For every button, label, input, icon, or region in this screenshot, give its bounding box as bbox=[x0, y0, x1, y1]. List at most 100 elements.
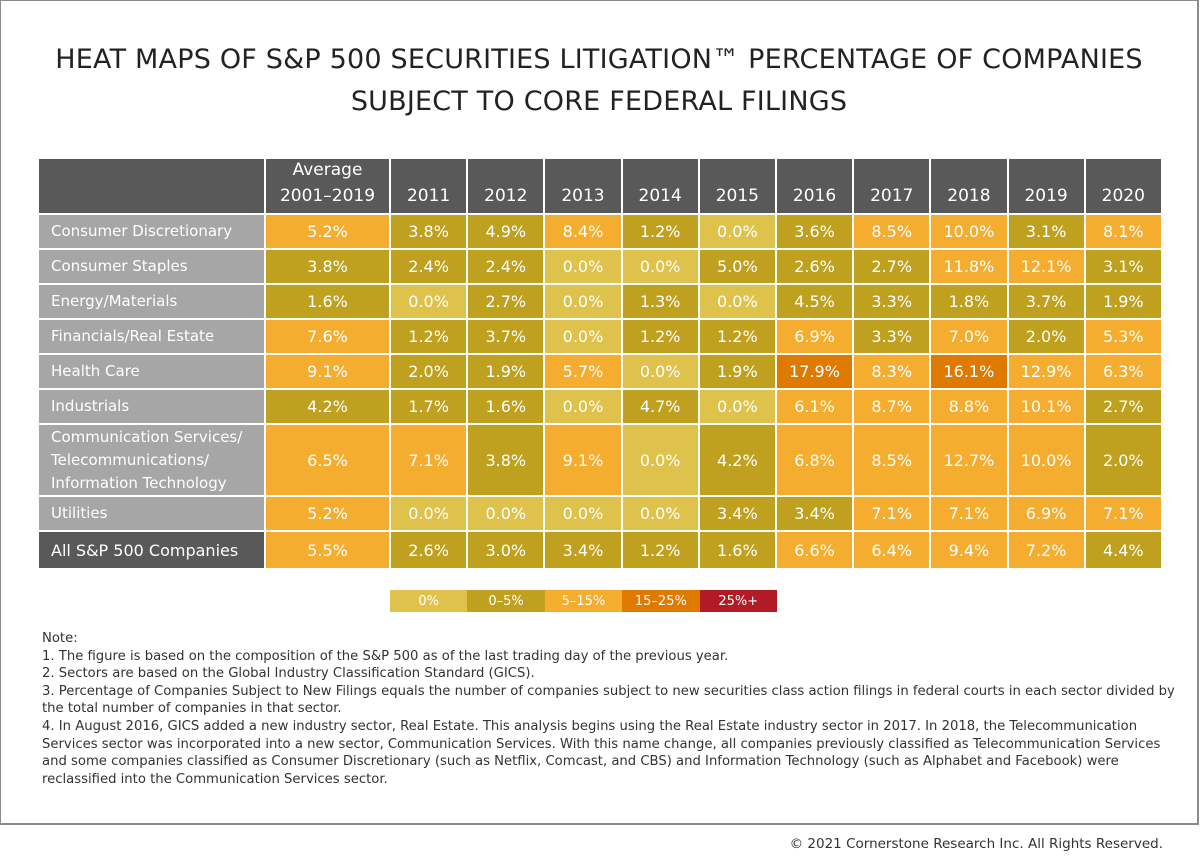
heatmap-cell: 0.0% bbox=[391, 285, 469, 320]
heatmap-cell: 0.0% bbox=[622, 250, 700, 285]
chart-title: HEAT MAPS OF S&P 500 SECURITIES LITIGATI… bbox=[1, 39, 1197, 123]
row-label: Consumer Staples bbox=[39, 250, 266, 285]
heatmap-cell: 5.0% bbox=[699, 250, 777, 285]
heatmap-cell: 3.7% bbox=[1008, 285, 1086, 320]
heatmap-cell: 0.0% bbox=[468, 497, 546, 532]
heatmap-cell: 8.7% bbox=[854, 390, 932, 425]
heatmap-cell: 12.1% bbox=[1008, 250, 1086, 285]
notes: Note: 1. The figure is based on the compo… bbox=[42, 630, 1182, 788]
heatmap-cell: 1.6% bbox=[699, 532, 777, 570]
heatmap-cell: 17.9% bbox=[776, 355, 855, 390]
heatmap-cell: 2.0% bbox=[1085, 425, 1163, 497]
heatmap-cell: 0.0% bbox=[545, 390, 623, 425]
heatmap-cell: 0.0% bbox=[391, 497, 469, 532]
heatmap-cell: 1.6% bbox=[266, 285, 391, 320]
heatmap-cell: 4.2% bbox=[266, 390, 391, 425]
heatmap-cell: 8.5% bbox=[854, 215, 932, 250]
heatmap-cell: 0.0% bbox=[545, 250, 623, 285]
copyright: © 2021 Cornerstone Research Inc. All Rig… bbox=[789, 836, 1163, 852]
row-label: Communication Services/ Telecommunicatio… bbox=[39, 425, 266, 497]
heatmap-cell: 1.7% bbox=[391, 390, 469, 425]
legend-item: 0% bbox=[390, 590, 468, 612]
title-line-2: SUBJECT TO CORE FEDERAL FILINGS bbox=[350, 86, 848, 117]
column-header: 2014 bbox=[622, 159, 700, 215]
heatmap-cell: 7.1% bbox=[854, 497, 932, 532]
heatmap-cell: 1.9% bbox=[699, 355, 777, 390]
heatmap-cell: 2.4% bbox=[468, 250, 546, 285]
note-line: 3. Percentage of Companies Subject to Ne… bbox=[42, 683, 1175, 717]
heatmap-cell: 3.7% bbox=[468, 320, 546, 355]
legend-item: 5–15% bbox=[544, 590, 623, 612]
heatmap-cell: 3.4% bbox=[699, 497, 777, 532]
heatmap-row: Health Care 9.1% 2.0% 1.9% 5.7% 0.0% 1.9% 17.9%… bbox=[39, 355, 1163, 390]
note-line: 2. Sectors are based on the Global Indus… bbox=[42, 666, 535, 682]
heatmap-cell: 10.0% bbox=[1008, 425, 1086, 497]
heatmap-cell: 6.3% bbox=[1085, 355, 1163, 390]
heatmap-cell: 3.8% bbox=[468, 425, 546, 497]
row-label: All S&P 500 Companies bbox=[39, 532, 266, 570]
heatmap-cell: 7.1% bbox=[391, 425, 469, 497]
heatmap-cell: 7.0% bbox=[931, 320, 1009, 355]
header-row: Average 2001–2019 2011 2012 2013 2014 2015 201… bbox=[39, 159, 1163, 215]
heatmap-cell: 5.3% bbox=[1085, 320, 1163, 355]
heatmap-cell: 0.0% bbox=[545, 320, 623, 355]
heatmap-cell: 4.2% bbox=[699, 425, 777, 497]
heatmap-cell: 12.7% bbox=[931, 425, 1009, 497]
heatmap-cell: 2.6% bbox=[391, 532, 469, 570]
heatmap-cell: 3.4% bbox=[776, 497, 855, 532]
heatmap-cell: 16.1% bbox=[931, 355, 1009, 390]
heatmap-cell: 12.9% bbox=[1008, 355, 1086, 390]
note-line: Note: bbox=[42, 631, 78, 646]
row-label: Health Care bbox=[39, 355, 266, 390]
heatmap-cell: 0.0% bbox=[545, 497, 623, 532]
column-header: 2017 bbox=[854, 159, 932, 215]
heatmap-cell: 6.6% bbox=[776, 532, 855, 570]
column-header: 2019 bbox=[1008, 159, 1086, 215]
legend: 0% 0–5% 5–15% 15–25% 25%+ bbox=[390, 590, 777, 612]
heatmap-cell: 5.7% bbox=[545, 355, 623, 390]
heatmap-cell: 2.6% bbox=[776, 250, 855, 285]
heatmap-cell: 1.3% bbox=[622, 285, 700, 320]
heatmap-cell: 3.0% bbox=[468, 532, 546, 570]
heatmap-cell: 5.5% bbox=[266, 532, 391, 570]
heatmap-cell: 1.2% bbox=[622, 532, 700, 570]
heatmap-cell: 8.8% bbox=[931, 390, 1009, 425]
heatmap-cell: 1.2% bbox=[699, 320, 777, 355]
heatmap-cell: 9.4% bbox=[931, 532, 1009, 570]
heatmap-cell: 1.2% bbox=[622, 320, 700, 355]
heatmap-cell: 9.1% bbox=[545, 425, 623, 497]
heatmap-cell: 8.4% bbox=[545, 215, 623, 250]
heatmap-cell: 4.7% bbox=[622, 390, 700, 425]
heatmap-row: Consumer Staples 3.8% 2.4% 2.4% 0.0% 0.0% 5.0%… bbox=[39, 250, 1163, 285]
heatmap-cell: 1.8% bbox=[931, 285, 1009, 320]
heatmap-cell: 3.3% bbox=[854, 285, 932, 320]
heatmap-cell: 4.9% bbox=[468, 215, 546, 250]
title-line-1: HEAT MAPS OF S&P 500 SECURITIES LITIGATI… bbox=[55, 44, 1143, 75]
heatmap-cell: 2.7% bbox=[468, 285, 546, 320]
heatmap-cell: 10.1% bbox=[1008, 390, 1086, 425]
column-header: 2011 bbox=[391, 159, 469, 215]
heatmap-cell: 3.8% bbox=[391, 215, 469, 250]
heatmap-cell: 6.9% bbox=[1008, 497, 1086, 532]
heatmap-cell: 0.0% bbox=[622, 497, 700, 532]
row-label: Financials/Real Estate bbox=[39, 320, 266, 355]
heatmap-cell: 3.3% bbox=[854, 320, 932, 355]
heatmap-cell: 3.8% bbox=[266, 250, 391, 285]
heatmap-cell: 1.2% bbox=[391, 320, 469, 355]
heatmap-cell: 6.4% bbox=[854, 532, 932, 570]
row-label: Utilities bbox=[39, 497, 266, 532]
heatmap-row: Communication Services/ Telecommunicatio… bbox=[39, 425, 1163, 497]
heatmap-cell: 9.1% bbox=[266, 355, 391, 390]
heatmap-cell: 1.6% bbox=[468, 390, 546, 425]
heatmap-cell: 0.0% bbox=[545, 285, 623, 320]
heatmap-cell: 7.2% bbox=[1008, 532, 1086, 570]
column-header: 2013 bbox=[545, 159, 623, 215]
column-header: Average 2001–2019 bbox=[266, 159, 391, 215]
heatmap-cell: 0.0% bbox=[622, 355, 700, 390]
heatmap-cell: 2.0% bbox=[1008, 320, 1086, 355]
heatmap-cell: 5.2% bbox=[266, 215, 391, 250]
heatmap-cell: 0.0% bbox=[622, 425, 700, 497]
heatmap-cell: 5.2% bbox=[266, 497, 391, 532]
heatmap-cell: 6.1% bbox=[776, 390, 855, 425]
heatmap-cell: 1.2% bbox=[622, 215, 700, 250]
